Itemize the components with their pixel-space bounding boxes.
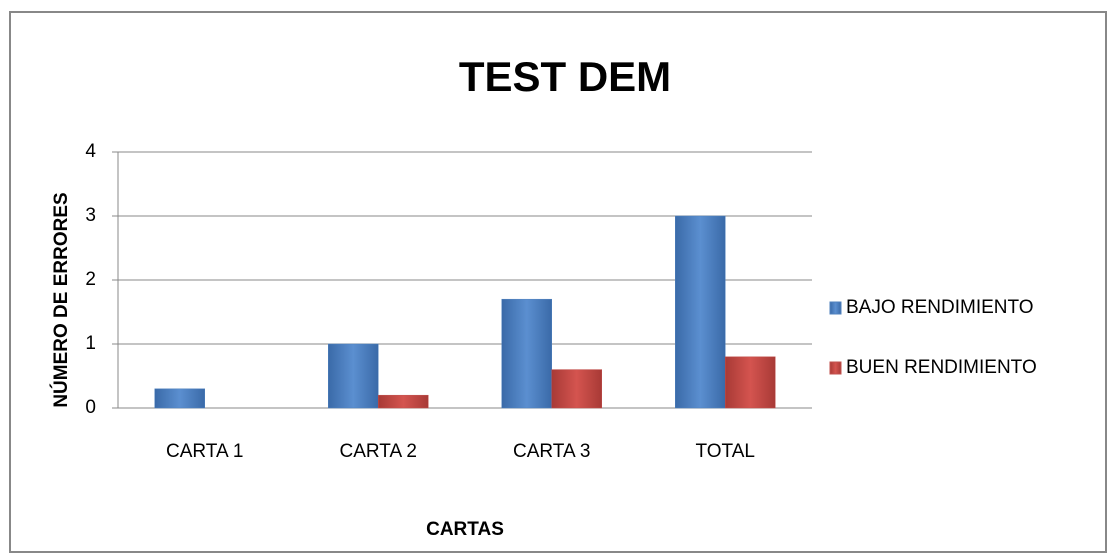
bar xyxy=(328,343,379,409)
legend-swatch xyxy=(829,361,842,375)
x-tick-label: CARTA 1 xyxy=(166,441,243,462)
bar xyxy=(378,394,429,409)
y-axis-label: NÚMERO DE ERRORES xyxy=(50,192,72,407)
bar xyxy=(675,215,726,409)
chart-frame xyxy=(9,11,1107,553)
x-tick-label: CARTA 2 xyxy=(340,441,417,462)
y-tick-label: 1 xyxy=(85,333,96,354)
bar xyxy=(154,388,205,409)
chart-title: TEST DEM xyxy=(459,53,671,100)
bar xyxy=(501,298,552,409)
bar xyxy=(551,369,602,409)
y-tick-label: 3 xyxy=(85,205,96,226)
y-tick-label: 4 xyxy=(85,141,96,162)
bar xyxy=(725,356,776,409)
legend-label: BAJO RENDIMIENTO xyxy=(846,297,1034,318)
legend-swatch xyxy=(829,301,842,315)
y-tick-label: 2 xyxy=(85,269,96,290)
x-tick-label: TOTAL xyxy=(696,441,755,462)
legend-label: BUEN RENDIMIENTO xyxy=(846,357,1037,378)
x-axis-label: CARTAS xyxy=(426,519,504,540)
x-tick-label: CARTA 3 xyxy=(513,441,590,462)
y-tick-label: 0 xyxy=(85,397,96,418)
